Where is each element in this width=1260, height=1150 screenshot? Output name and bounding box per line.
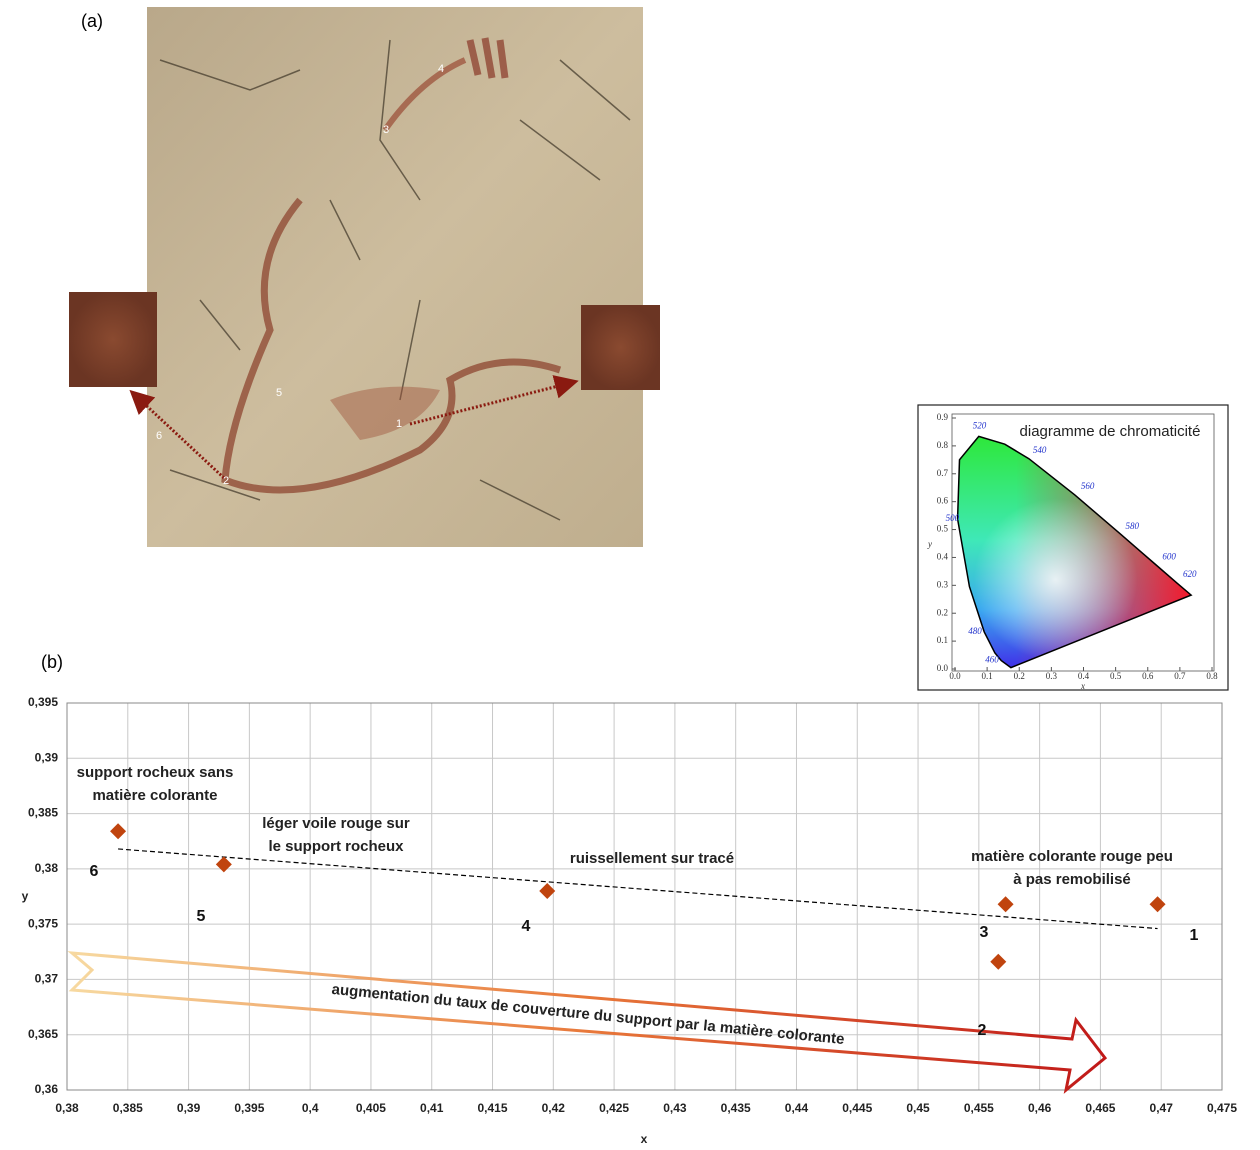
x-tick-label: 0,47 [1150, 1101, 1174, 1115]
x-tick-label: 0,435 [721, 1101, 751, 1115]
annotation: à pas remobilisé [1013, 871, 1131, 888]
y-tick-label: 0.3 [937, 579, 949, 589]
photo-marker: 3 [383, 124, 389, 136]
point-label: 4 [522, 918, 531, 935]
annotation: léger voile rouge sur [262, 815, 410, 832]
x-tick-label: 0,42 [542, 1101, 566, 1115]
y-tick-label: 0.0 [937, 663, 949, 673]
point-label: 5 [197, 908, 206, 925]
x-tick-label: 0,45 [906, 1101, 930, 1115]
wavelength-label: 620 [1183, 569, 1197, 579]
annotation: ruissellement sur tracé [570, 850, 734, 867]
x-tick-label: 0,46 [1028, 1101, 1052, 1115]
x-tick-label: 0,465 [1085, 1101, 1115, 1115]
photo-marker: 4 [438, 63, 444, 75]
x-axis-label: x [641, 1132, 648, 1146]
x-tick-label: 0,43 [663, 1101, 687, 1115]
annotation: support rocheux sans [77, 764, 234, 781]
x-tick-label: 0,38 [55, 1101, 79, 1115]
photo-marker: 6 [156, 430, 162, 442]
data-point [110, 823, 126, 839]
x-tick-label: 0.0 [949, 671, 961, 681]
y-tick-label: 0.6 [937, 496, 949, 506]
figure: (a) 4 3 5 1 6 2 0.0 0.1 0.2 0.3 0.4 0.5 0.6 0.7 0.8 0.… [0, 0, 1260, 1150]
x-tick-label: 0,385 [113, 1101, 143, 1115]
panel-label: (b) [41, 652, 63, 672]
zoom-inset [581, 305, 660, 390]
x-tick-label: 0,405 [356, 1101, 386, 1115]
wavelength-label: 580 [1125, 521, 1139, 531]
y-tick-label: 0.9 [937, 412, 949, 422]
y-tick-label: 0.8 [937, 440, 949, 450]
annotation: matière colorante rouge peu [971, 848, 1173, 865]
x-axis-label: x [1080, 681, 1085, 691]
cave-wall [147, 7, 643, 547]
x-tick-label: 0.5 [1110, 671, 1122, 681]
x-tick-label: 0.2 [1014, 671, 1025, 681]
wavelength-label: 480 [968, 626, 982, 636]
photo: (a) 4 3 5 1 6 2 [69, 7, 660, 547]
wavelength-label: 600 [1162, 551, 1176, 561]
wavelength-label: 520 [973, 420, 987, 430]
x-tick-label: 0.7 [1174, 671, 1186, 681]
y-tick-label: 0,36 [35, 1082, 59, 1096]
photo-marker: 2 [223, 475, 229, 487]
y-tick-label: 0,39 [35, 750, 59, 764]
x-tick-label: 0.4 [1078, 671, 1090, 681]
data-point [990, 954, 1006, 970]
y-tick-label: 0,365 [28, 1027, 58, 1041]
annotation: matière colorante [92, 787, 217, 804]
x-tick-label: 0,475 [1207, 1101, 1237, 1115]
y-tick-label: 0,375 [28, 916, 58, 930]
annotation: le support rocheux [268, 838, 404, 855]
wavelength-label: 540 [1033, 445, 1047, 455]
data-point [216, 856, 232, 872]
x-tick-label: 0.6 [1142, 671, 1154, 681]
photo-marker: 5 [276, 387, 282, 399]
y-tick-label: 0.5 [937, 524, 949, 534]
inset-title: diagramme de chromaticité [1020, 423, 1201, 440]
y-tick-label: 0,38 [35, 861, 59, 875]
wavelength-label: 560 [1081, 481, 1095, 491]
x-tick-label: 0,425 [599, 1101, 629, 1115]
y-tick-label: 0,395 [28, 695, 58, 709]
y-axis-label: y [22, 889, 29, 903]
x-tick-label: 0,41 [420, 1101, 444, 1115]
photo-marker: 1 [396, 418, 402, 430]
zoom-inset [69, 292, 157, 387]
y-tick-label: 0.2 [937, 607, 948, 617]
x-tick-label: 0.1 [982, 671, 993, 681]
y-tick-label: 0,37 [35, 972, 59, 986]
x-tick-label: 0.8 [1206, 671, 1218, 681]
y-tick-label: 0,385 [28, 806, 58, 820]
point-label: 2 [978, 1022, 987, 1039]
arrow-text: augmentation du taux de couverture du su… [331, 981, 845, 1048]
x-tick-label: 0,395 [234, 1101, 264, 1115]
point-label: 6 [90, 863, 99, 880]
wavelength-label: 500 [946, 513, 960, 523]
wavelength-label: 460 [985, 655, 999, 665]
y-axis-label: y [927, 539, 932, 549]
panel-label: (a) [81, 11, 103, 31]
plot-frame [67, 703, 1222, 1090]
point-label: 3 [980, 924, 989, 941]
y-tick-label: 0.4 [937, 552, 949, 562]
data-point [998, 896, 1014, 912]
x-tick-label: 0.3 [1046, 671, 1058, 681]
x-tick-label: 0,415 [478, 1101, 508, 1115]
x-tick-label: 0,445 [842, 1101, 872, 1115]
y-tick-label: 0.7 [937, 468, 949, 478]
x-tick-label: 0,4 [302, 1101, 319, 1115]
x-tick-label: 0,44 [785, 1101, 809, 1115]
data-point [1150, 896, 1166, 912]
y-tick-label: 0.1 [937, 635, 948, 645]
point-label: 1 [1190, 927, 1199, 944]
x-tick-label: 0,455 [964, 1101, 994, 1115]
x-tick-label: 0,39 [177, 1101, 201, 1115]
